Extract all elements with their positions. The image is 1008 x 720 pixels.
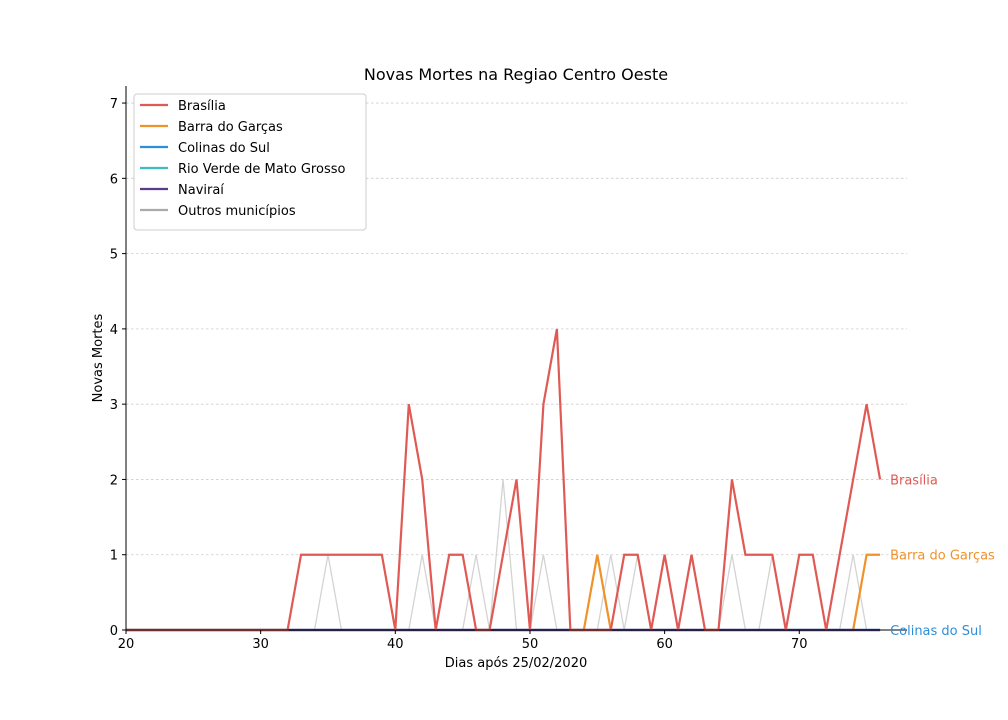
y-tick-label-4: 4 [110, 323, 118, 338]
legend-label-5: Outros municípios [178, 204, 296, 219]
legend: Brasília Barra do Garças Colinas do Sul Rio… [133, 93, 367, 231]
y-tick-label-7: 7 [110, 97, 118, 112]
chart-title: Novas Mortes na Regiao Centro Oeste [364, 65, 668, 84]
y-axis-label: Novas Mortes [91, 313, 106, 402]
end-label-2: Colinas do Sul [890, 624, 982, 639]
x-tick-label-30: 30 [252, 637, 269, 652]
legend-label-3: Rio Verde de Mato Grosso [178, 162, 345, 177]
y-tick-label-5: 5 [110, 248, 118, 263]
series-line-1 [126, 553, 881, 632]
x-axis-label: Dias após 25/02/2020 [445, 656, 588, 671]
legend-frame [133, 93, 367, 231]
y-tick-label-2: 2 [110, 473, 118, 488]
end-label-1: Barra do Garças [890, 549, 995, 564]
y-tick-label-6: 6 [110, 172, 118, 187]
axes: 20 30 40 50 60 70 0 1 2 3 4 5 6 7 [110, 86, 907, 652]
y-tick-label-0: 0 [110, 624, 118, 639]
x-tick-label-70: 70 [791, 637, 808, 652]
y-tick-label-3: 3 [110, 398, 118, 413]
x-tick-label-40: 40 [387, 637, 404, 652]
x-tick-label-50: 50 [522, 637, 539, 652]
legend-label-1: Barra do Garças [178, 120, 283, 135]
legend-label-2: Colinas do Sul [178, 141, 270, 156]
end-labels: Brasília Barra do Garças Colinas do Sul [890, 473, 995, 639]
end-label-0: Brasília [890, 473, 938, 488]
x-tick-label-20: 20 [118, 637, 135, 652]
legend-label-4: Naviraí [178, 183, 224, 198]
x-tick-label-60: 60 [656, 637, 673, 652]
y-tick-label-1: 1 [110, 549, 118, 564]
legend-label-0: Brasília [178, 99, 226, 114]
